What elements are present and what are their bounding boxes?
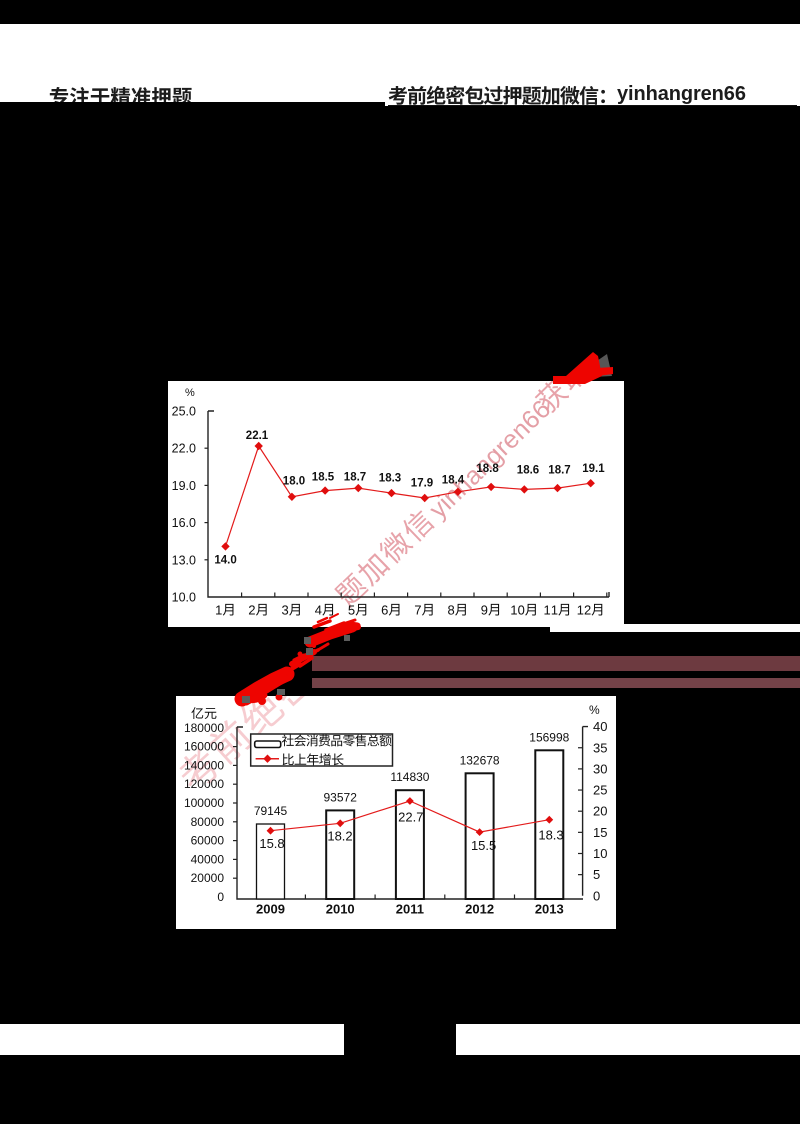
svg-text:2011: 2011 bbox=[396, 902, 424, 917]
svg-text:132678: 132678 bbox=[460, 753, 500, 767]
svg-text:13.0: 13.0 bbox=[172, 553, 196, 567]
svg-text:5: 5 bbox=[593, 867, 600, 882]
svg-text:19.1: 19.1 bbox=[582, 463, 605, 475]
svg-text:22.7: 22.7 bbox=[398, 810, 423, 825]
svg-text:15.5: 15.5 bbox=[471, 838, 496, 853]
svg-text:2012: 2012 bbox=[465, 902, 494, 917]
svg-text:2013: 2013 bbox=[535, 902, 564, 917]
svg-text:10: 10 bbox=[593, 846, 607, 861]
svg-text:%: % bbox=[185, 387, 195, 399]
svg-text:17.9: 17.9 bbox=[411, 478, 433, 490]
svg-text:14.0: 14.0 bbox=[214, 555, 236, 567]
svg-text:80000: 80000 bbox=[191, 815, 225, 829]
svg-text:10.0: 10.0 bbox=[172, 591, 196, 605]
svg-text:114830: 114830 bbox=[390, 770, 429, 784]
svg-text:60000: 60000 bbox=[191, 834, 225, 848]
svg-text:40: 40 bbox=[593, 719, 607, 734]
svg-text:19.0: 19.0 bbox=[172, 479, 196, 493]
svg-text:18.8: 18.8 bbox=[476, 463, 499, 475]
svg-text:18.2: 18.2 bbox=[327, 829, 352, 844]
svg-text:18.3: 18.3 bbox=[379, 473, 401, 485]
svg-text:20: 20 bbox=[593, 804, 607, 819]
svg-text:160000: 160000 bbox=[184, 740, 224, 754]
svg-text:156998: 156998 bbox=[529, 730, 569, 744]
svg-text:18.5: 18.5 bbox=[312, 472, 335, 484]
svg-text:2009: 2009 bbox=[256, 902, 285, 917]
svg-text:18.4: 18.4 bbox=[442, 475, 465, 487]
svg-text:25.0: 25.0 bbox=[172, 405, 196, 419]
svg-text:22.0: 22.0 bbox=[172, 442, 196, 456]
svg-text:93572: 93572 bbox=[324, 790, 358, 804]
svg-text:35: 35 bbox=[593, 740, 607, 755]
svg-text:18.3: 18.3 bbox=[538, 827, 563, 842]
svg-text:180000: 180000 bbox=[184, 721, 224, 735]
svg-text:%: % bbox=[589, 703, 600, 717]
svg-text:140000: 140000 bbox=[184, 758, 224, 772]
svg-text:18.0: 18.0 bbox=[283, 476, 305, 488]
svg-text:15: 15 bbox=[593, 825, 607, 840]
svg-text:100000: 100000 bbox=[184, 796, 224, 810]
svg-text:25: 25 bbox=[593, 783, 607, 798]
svg-text:120000: 120000 bbox=[184, 777, 224, 791]
svg-text:30: 30 bbox=[593, 761, 607, 776]
svg-text:0: 0 bbox=[217, 890, 224, 904]
svg-text:2010: 2010 bbox=[326, 902, 355, 917]
svg-text:22.1: 22.1 bbox=[246, 430, 269, 442]
svg-text:yinhangren66: yinhangren66 bbox=[424, 395, 556, 524]
svg-text:16.0: 16.0 bbox=[172, 516, 196, 530]
svg-text:0: 0 bbox=[593, 888, 600, 903]
svg-text:20000: 20000 bbox=[191, 871, 225, 885]
svg-text:40000: 40000 bbox=[191, 852, 225, 866]
svg-text:15.8: 15.8 bbox=[259, 836, 284, 851]
svg-text:18.7: 18.7 bbox=[344, 472, 366, 484]
svg-text:18.6: 18.6 bbox=[517, 465, 539, 477]
svg-text:18.7: 18.7 bbox=[548, 465, 570, 477]
svg-text:79145: 79145 bbox=[254, 804, 288, 818]
